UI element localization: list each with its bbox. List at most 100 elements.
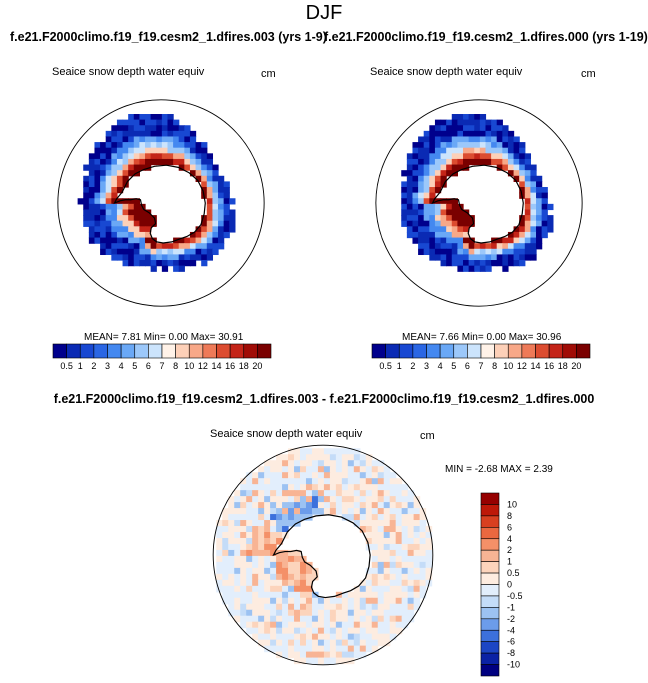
map-cell xyxy=(434,175,442,182)
map-cell xyxy=(496,164,503,171)
map-cell xyxy=(353,448,361,455)
map-cell xyxy=(246,561,253,569)
map-cell xyxy=(206,158,214,166)
map-cell xyxy=(116,254,124,261)
map-cell xyxy=(206,237,214,244)
map-cell xyxy=(519,164,526,171)
map-cell xyxy=(496,260,503,267)
map-cell xyxy=(201,175,208,182)
map-cell xyxy=(300,609,307,617)
map-cell xyxy=(547,226,554,233)
colorbar-tick-label: -2 xyxy=(507,614,515,624)
map-cell xyxy=(434,147,442,154)
case-b-title: f.e21.F2000climo.f19_f19.cesm2_1.dfires.… xyxy=(324,30,648,44)
map-cell xyxy=(128,198,135,205)
map-cell xyxy=(100,243,107,250)
map-cell xyxy=(407,532,415,539)
map-cell xyxy=(270,472,277,479)
map-cell xyxy=(451,130,458,138)
map-cell xyxy=(111,164,118,171)
map-cell xyxy=(434,220,442,227)
map-cell xyxy=(305,490,313,497)
map-cell xyxy=(536,187,543,194)
map-cell xyxy=(276,639,283,647)
map-cell xyxy=(206,215,214,222)
map-cell xyxy=(423,164,430,171)
map-cell xyxy=(264,579,271,587)
map-cell xyxy=(145,147,152,154)
map-cell xyxy=(401,181,408,188)
map-cell xyxy=(105,130,112,138)
map-cell xyxy=(412,158,419,166)
map-cell xyxy=(111,254,118,261)
map-cell xyxy=(418,181,425,188)
map-cell xyxy=(418,170,425,177)
map-cell xyxy=(288,639,295,647)
map-cell xyxy=(270,621,277,629)
map-cell xyxy=(541,192,548,199)
map-cell xyxy=(317,621,325,629)
colorbar-tick-label: 14 xyxy=(530,361,540,371)
map-cell xyxy=(139,231,146,239)
map-cell xyxy=(128,136,135,143)
figure-title: DJF xyxy=(305,2,343,24)
map-cell xyxy=(88,170,96,177)
map-cell xyxy=(246,627,253,635)
map-cell xyxy=(423,153,430,160)
map-cell xyxy=(419,567,427,575)
map-cell xyxy=(474,130,481,138)
map-cell xyxy=(389,579,397,587)
map-cell xyxy=(507,130,515,138)
map-cell xyxy=(116,158,124,166)
map-cell xyxy=(252,537,259,545)
map-cell xyxy=(206,198,214,205)
map-cell xyxy=(258,543,265,551)
map-cell xyxy=(94,231,101,239)
colorbar-tick-label: 20 xyxy=(252,361,262,371)
map-cell xyxy=(413,508,421,515)
map-cell xyxy=(300,496,307,503)
map-cell xyxy=(389,621,397,629)
map-cell xyxy=(156,142,163,149)
map-cell xyxy=(282,478,289,485)
map-cell xyxy=(371,537,379,545)
map-cell xyxy=(440,158,447,166)
map-cell xyxy=(276,532,283,539)
map-cell xyxy=(139,243,146,250)
map-cell xyxy=(423,175,430,182)
map-cell xyxy=(294,508,301,515)
map-cell xyxy=(502,243,509,250)
map-cell xyxy=(246,514,253,521)
map-cell xyxy=(406,220,414,227)
colorbar-box xyxy=(398,343,414,359)
map-cell xyxy=(105,187,112,194)
map-cell xyxy=(446,142,453,149)
map-cell xyxy=(150,119,157,126)
map-cell xyxy=(128,147,135,154)
map-cell xyxy=(353,633,361,641)
map-cell xyxy=(246,603,253,611)
colorbar-tick-label: 1 xyxy=(397,361,402,371)
map-cell xyxy=(395,579,403,587)
map-cell xyxy=(524,198,532,205)
map-cell xyxy=(425,532,433,539)
map-cell xyxy=(150,147,157,154)
map-cell xyxy=(440,125,447,132)
map-cell xyxy=(329,609,337,617)
map-cell xyxy=(496,153,503,160)
map-cell xyxy=(206,254,214,261)
map-cell xyxy=(377,496,385,503)
map-cell xyxy=(167,114,174,121)
colorbar-box xyxy=(480,572,500,585)
map-cell xyxy=(371,478,379,485)
map-cell xyxy=(122,215,129,222)
map-cell xyxy=(311,508,319,515)
map-cell xyxy=(145,119,152,126)
map-cell xyxy=(323,508,331,515)
map-cell xyxy=(496,248,503,256)
map-cell xyxy=(371,615,379,623)
map-cell xyxy=(300,478,307,485)
map-cell xyxy=(524,248,532,256)
map-cell xyxy=(264,490,271,497)
